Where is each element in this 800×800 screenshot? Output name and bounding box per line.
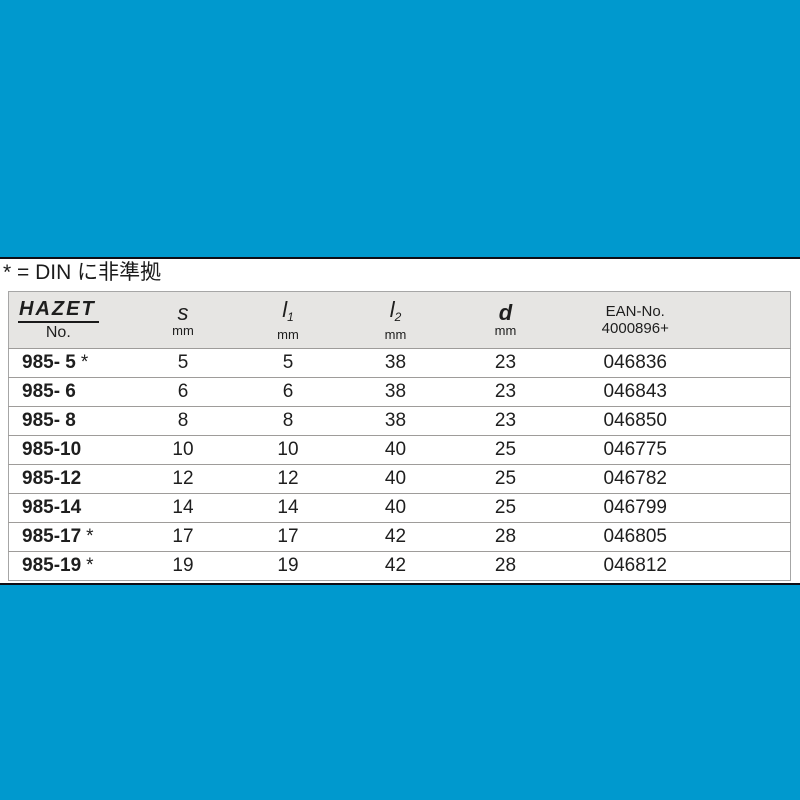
d-cell: 25 xyxy=(450,493,561,523)
column-header-l1: l1 mm xyxy=(235,291,341,349)
ean-cell: 046843 xyxy=(560,377,791,407)
ean-cell: 046775 xyxy=(560,435,791,465)
s-cell: 10 xyxy=(130,435,236,465)
ean-cell: 046782 xyxy=(560,464,791,494)
ean-cell: 046799 xyxy=(560,493,791,523)
product-no-cell: 985-14 xyxy=(8,493,131,523)
l1-cell: 12 xyxy=(235,464,341,494)
ean-cell: 046836 xyxy=(560,348,791,378)
l1-cell: 6 xyxy=(235,377,341,407)
din-asterisk: * xyxy=(86,555,94,576)
s-cell: 12 xyxy=(130,464,236,494)
l2-cell: 38 xyxy=(340,377,451,407)
l2-cell: 38 xyxy=(340,406,451,436)
column-header-hazet-no: HAZET No. xyxy=(8,291,131,349)
d-cell: 25 xyxy=(450,435,561,465)
l1-cell: 14 xyxy=(235,493,341,523)
s-cell: 8 xyxy=(130,406,236,436)
d-cell: 28 xyxy=(450,551,561,581)
d-cell: 23 xyxy=(450,377,561,407)
table-row: 985-10 10 10 40 25 046775 xyxy=(8,435,791,465)
product-no-cell: 985-19 * xyxy=(8,551,131,581)
hazet-logo: HAZET xyxy=(18,298,99,323)
l2-cell: 40 xyxy=(340,464,451,494)
d-cell: 28 xyxy=(450,522,561,552)
product-no-cell: 985- 6 xyxy=(8,377,131,407)
table-row: 985-19 * 19 19 42 28 046812 xyxy=(8,551,791,581)
table-row: 985-17 * 17 17 42 28 046805 xyxy=(8,522,791,552)
din-note-text: * = DIN に非準拠 xyxy=(3,261,162,284)
column-header-ean: EAN-No. 4000896+ xyxy=(560,291,791,349)
l2-cell: 38 xyxy=(340,348,451,378)
l1-cell: 8 xyxy=(235,406,341,436)
table-row: 985-12 12 12 40 25 046782 xyxy=(8,464,791,494)
product-no-cell: 985-17 * xyxy=(8,522,131,552)
d-cell: 23 xyxy=(450,406,561,436)
din-asterisk: * xyxy=(86,526,94,547)
product-no-cell: 985- 5 * xyxy=(8,348,131,378)
l2-cell: 40 xyxy=(340,435,451,465)
s-cell: 5 xyxy=(130,348,236,378)
l1-cell: 17 xyxy=(235,522,341,552)
table-row: 985-14 14 14 40 25 046799 xyxy=(8,493,791,523)
product-no-cell: 985-10 xyxy=(8,435,131,465)
s-cell: 17 xyxy=(130,522,236,552)
ean-cell: 046812 xyxy=(560,551,791,581)
s-cell: 14 xyxy=(130,493,236,523)
table-header-row: HAZET No. s mm l1 mm l2 mm d mm EAN-No. xyxy=(8,291,791,349)
column-header-d: d mm xyxy=(450,291,561,349)
product-no-cell: 985- 8 xyxy=(8,406,131,436)
s-cell: 19 xyxy=(130,551,236,581)
d-cell: 23 xyxy=(450,348,561,378)
d-cell: 25 xyxy=(450,464,561,494)
column-header-l2: l2 mm xyxy=(340,291,451,349)
table-row: 985- 6 6 6 38 23 046843 xyxy=(8,377,791,407)
l2-cell: 42 xyxy=(340,551,451,581)
l2-cell: 42 xyxy=(340,522,451,552)
din-asterisk: * xyxy=(80,352,89,373)
ean-cell: 046805 xyxy=(560,522,791,552)
l1-cell: 10 xyxy=(235,435,341,465)
l1-cell: 5 xyxy=(235,348,341,378)
l2-cell: 40 xyxy=(340,493,451,523)
column-header-s: s mm xyxy=(130,291,236,349)
l1-cell: 19 xyxy=(235,551,341,581)
s-cell: 6 xyxy=(130,377,236,407)
ean-cell: 046850 xyxy=(560,406,791,436)
spec-table: HAZET No. s mm l1 mm l2 mm d mm EAN-No. xyxy=(8,291,791,581)
hazet-no-label: No. xyxy=(45,324,71,341)
table-row: 985- 5 * 5 5 38 23 046836 xyxy=(8,348,791,378)
product-no-cell: 985-12 xyxy=(8,464,131,494)
table-row: 985- 8 8 8 38 23 046850 xyxy=(8,406,791,436)
